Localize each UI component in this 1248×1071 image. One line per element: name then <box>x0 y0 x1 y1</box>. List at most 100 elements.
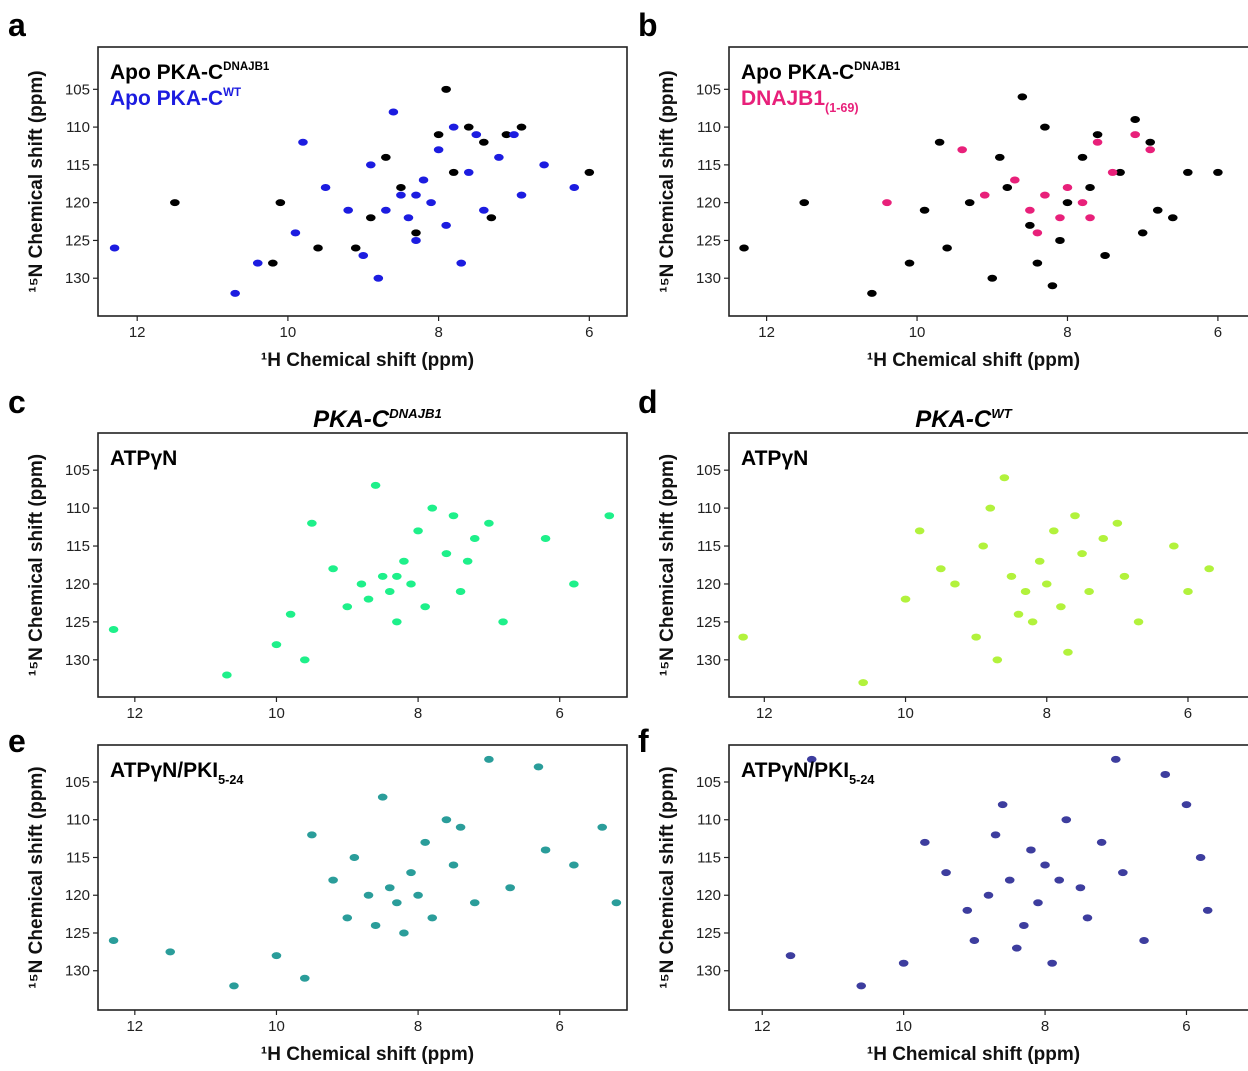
peak <box>1032 229 1043 237</box>
peak <box>1130 116 1140 124</box>
peak <box>1119 572 1130 580</box>
peak <box>806 755 817 763</box>
x-tick-label: 12 <box>758 324 775 341</box>
peak <box>342 914 353 922</box>
peak <box>343 206 353 214</box>
peak <box>406 869 416 877</box>
y-tick-label: 110 <box>66 812 90 829</box>
peak <box>271 952 282 960</box>
y-tick-label: 120 <box>696 887 721 904</box>
y-tick-label: 115 <box>697 157 721 174</box>
y-tick-label: 110 <box>697 812 721 829</box>
peak <box>230 289 240 297</box>
peak <box>999 474 1010 482</box>
x-axis-label: ¹H Chemical shift (ppm) <box>867 1044 1080 1065</box>
peak <box>919 206 930 214</box>
peak <box>448 512 459 520</box>
legend-entry-sub: (1-69) <box>825 101 859 115</box>
x-tick-label: 6 <box>1182 1018 1190 1035</box>
peak <box>1107 168 1118 176</box>
peak <box>350 244 361 252</box>
peak <box>611 899 622 907</box>
peak <box>738 633 748 641</box>
peak <box>396 184 406 192</box>
y-tick-label: 120 <box>65 576 90 593</box>
peak <box>418 176 429 184</box>
peak <box>411 229 421 237</box>
peak <box>569 580 579 588</box>
peak <box>584 168 595 176</box>
y-tick-label: 115 <box>66 157 90 174</box>
peak <box>252 259 263 267</box>
legend-entry: Apo PKA-CDNAJB1 <box>110 61 270 84</box>
peak <box>420 838 430 846</box>
peak <box>479 206 489 214</box>
panel: a 12 10 8 6 105 110 115 120 125 130 ¹⁵N Chemical sh… <box>8 7 628 371</box>
y-axis-label: ¹⁵N Chemical shift (ppm) <box>26 70 47 292</box>
peak <box>426 199 436 207</box>
peak <box>456 259 467 267</box>
y-tick-label: 130 <box>65 270 90 287</box>
peak <box>934 138 945 146</box>
peak <box>739 244 749 252</box>
peak <box>1011 944 1022 952</box>
peak <box>516 191 527 199</box>
peak <box>1075 884 1086 892</box>
panel-title-sup: DNAJB1 <box>389 406 442 421</box>
peak <box>1061 816 1072 824</box>
peak <box>413 891 423 899</box>
peak <box>569 184 580 192</box>
peak <box>1006 572 1017 580</box>
y-tick-label: 110 <box>697 500 721 517</box>
panel-title-sup: WT <box>991 406 1012 421</box>
peak <box>1034 557 1045 565</box>
peaks <box>108 755 622 990</box>
x-tick-label: 10 <box>895 1018 912 1035</box>
peak <box>920 838 930 846</box>
peak <box>285 610 296 618</box>
peak <box>1092 131 1103 139</box>
peaks <box>109 85 595 297</box>
panel-label: a <box>8 7 26 43</box>
peaks <box>739 93 1223 297</box>
peak <box>516 123 527 131</box>
peak <box>1077 550 1087 558</box>
peak <box>320 184 331 192</box>
y-tick-label: 130 <box>65 652 90 669</box>
peak <box>1056 603 1066 611</box>
x-tick-label: 8 <box>434 324 442 341</box>
peak <box>392 572 402 580</box>
peak <box>1092 138 1103 146</box>
x-tick-label: 10 <box>280 324 297 341</box>
peak <box>950 580 960 588</box>
panel-title-text: PKA-C <box>915 406 992 433</box>
y-tick-label: 105 <box>65 462 90 479</box>
y-tick-label: 125 <box>65 614 90 631</box>
legend-entry: Apo PKA-CWT <box>110 87 241 110</box>
x-tick-label: 6 <box>585 324 593 341</box>
peaks <box>108 481 615 679</box>
y-tick-label: 110 <box>697 119 721 136</box>
panel-label: d <box>638 384 658 420</box>
plot-frame <box>728 744 1248 1011</box>
peak <box>349 853 360 861</box>
peak <box>403 214 414 222</box>
x-tick-label: 8 <box>414 1018 422 1035</box>
peak <box>358 252 369 260</box>
peak <box>413 527 423 535</box>
x-tick-label: 8 <box>1041 1018 1049 1035</box>
legend-entry: Apo PKA-CDNAJB1 <box>741 61 901 84</box>
y-tick-label: 125 <box>696 925 721 942</box>
peak <box>1130 131 1140 139</box>
x-axis-label: ¹H Chemical shift (ppm) <box>261 1044 474 1065</box>
peak <box>455 588 466 596</box>
peak <box>1055 236 1065 244</box>
peak <box>978 542 989 550</box>
panel: b 12 10 8 6 105 110 115 120 125 130 ¹⁵N Chemical sh… <box>638 7 1248 371</box>
peak <box>1019 921 1029 929</box>
peak <box>904 259 915 267</box>
peak <box>498 618 508 626</box>
peak <box>363 891 374 899</box>
peak <box>469 534 480 542</box>
peak <box>1047 959 1057 967</box>
